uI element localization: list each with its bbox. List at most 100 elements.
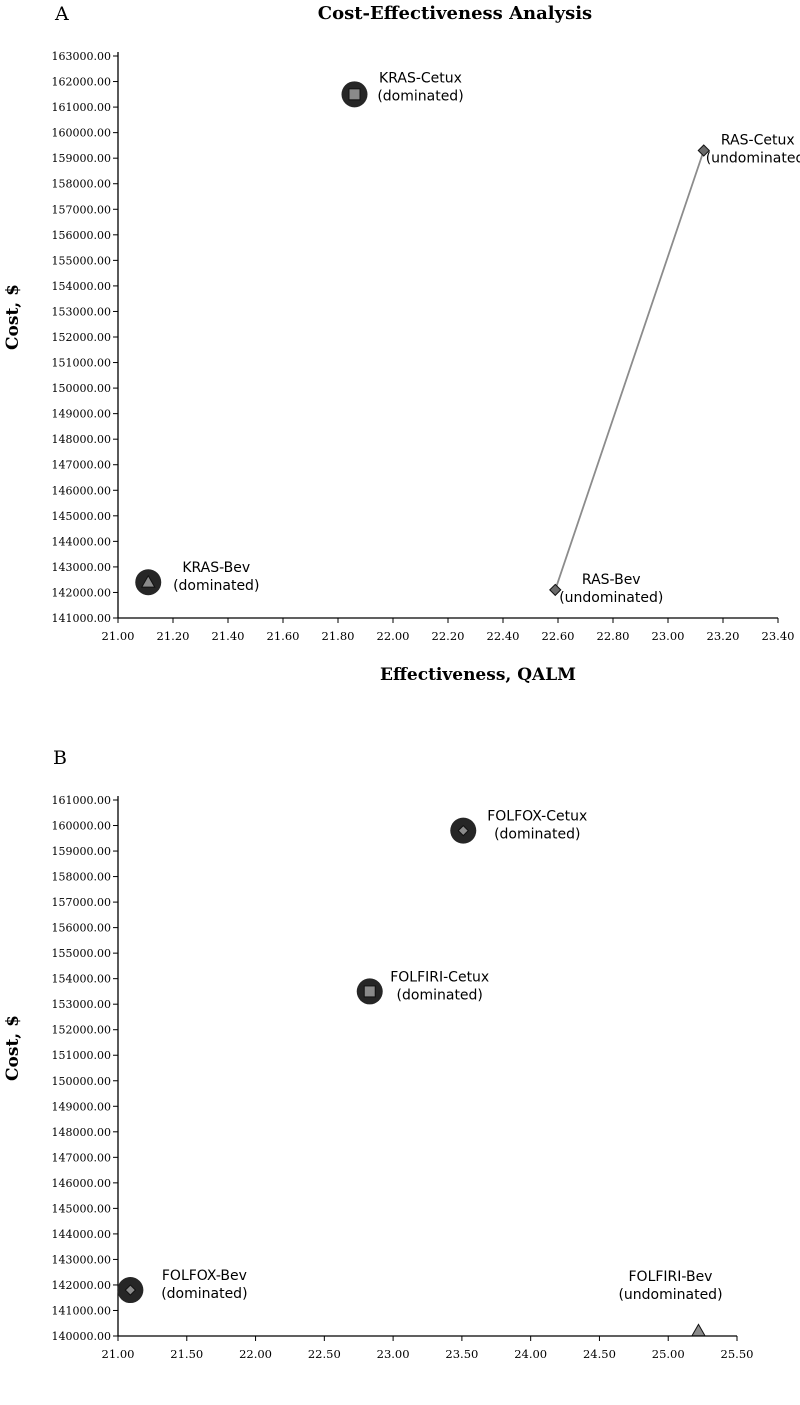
point-ras-bev: RAS-Bev (undominated): [549, 572, 663, 606]
x-tick-label: 22.50: [308, 1347, 341, 1361]
y-tick-label: 149000.00: [52, 408, 112, 421]
x-tick-label: 23.20: [707, 629, 740, 643]
y-tick-label: 155000.00: [52, 254, 112, 267]
point-folfiri-bev: FOLFIRI-Bev (undominated): [618, 1269, 723, 1337]
x-tick-label: 21.00: [102, 1347, 135, 1361]
y-tick-label: 146000.00: [52, 484, 112, 497]
y-tick-label: 150000.00: [52, 1075, 112, 1088]
y-tick-label: 152000.00: [52, 1024, 112, 1037]
x-tick-label: 22.20: [432, 629, 465, 643]
x-tick-label: 24.50: [583, 1347, 616, 1361]
point-status-label: (dominated): [494, 827, 580, 843]
point-kras-bev: KRAS-Bev (dominated): [135, 560, 259, 596]
x-tick-label: 25.50: [721, 1347, 754, 1361]
x-tick-label: 23.50: [445, 1347, 478, 1361]
x-tick-label: 23.00: [652, 629, 685, 643]
point-name-label: KRAS-Cetux: [379, 70, 462, 86]
x-tick-label: 21.20: [157, 629, 190, 643]
point-name-label: FOLFOX-Bev: [162, 1268, 247, 1284]
y-tick-label: 151000.00: [52, 1049, 112, 1062]
y-tick-label: 140000.00: [52, 1330, 112, 1343]
x-tick-label: 21.50: [170, 1347, 203, 1361]
y-tick-label: 161000.00: [52, 794, 112, 807]
point-status-label: (dominated): [173, 578, 259, 594]
point-name-label: FOLFIRI-Cetux: [390, 969, 489, 985]
y-tick-label: 154000.00: [52, 973, 112, 986]
y-tick-label: 156000.00: [52, 922, 112, 935]
y-tick-label: 163000.00: [52, 50, 112, 63]
point-name-label: RAS-Cetux: [721, 133, 795, 149]
y-tick-label: 158000.00: [52, 871, 112, 884]
y-tick-label: 154000.00: [52, 280, 112, 293]
point-status-label: (undominated): [706, 151, 800, 167]
y-tick-label: 160000.00: [52, 820, 112, 833]
square-marker: [363, 985, 376, 998]
chart-panel-a: A Cost-Effectiveness Analysis 141000.00 142…: [3, 3, 800, 685]
point-folfox-cetux: FOLFOX-Cetux (dominated): [450, 809, 587, 844]
y-tick-label: 159000.00: [52, 845, 112, 858]
square-marker: [348, 88, 361, 101]
point-folfox-bev: FOLFOX-Bev (dominated): [117, 1268, 248, 1304]
x-tick-label: 22.00: [239, 1347, 272, 1361]
x-tick-label: 21.80: [322, 629, 355, 643]
diamond-marker: [549, 583, 562, 597]
point-name-label: FOLFIRI-Bev: [629, 1269, 713, 1285]
point-status-label: (dominated): [377, 88, 463, 104]
y-tick-label: 147000.00: [52, 1151, 112, 1164]
point-status-label: (undominated): [618, 1287, 722, 1303]
y-tick-label: 144000.00: [52, 1228, 112, 1241]
point-name-label: RAS-Bev: [582, 572, 641, 588]
diamond-marker: [124, 1284, 137, 1296]
y-tick-label: 153000.00: [52, 998, 112, 1011]
panel-label: A: [54, 3, 69, 25]
triangle-marker: [691, 1323, 706, 1337]
y-tick-label: 158000.00: [52, 178, 112, 191]
y-tick-label: 157000.00: [52, 203, 112, 216]
y-tick-label: 144000.00: [52, 535, 112, 548]
y-tick-label: 142000.00: [52, 586, 112, 599]
x-axis-title: Effectiveness, QALM: [380, 665, 576, 685]
x-tick-label: 22.60: [542, 629, 575, 643]
y-tick-label: 149000.00: [52, 1100, 112, 1113]
x-tick-label: 24.00: [514, 1347, 547, 1361]
x-tick-label: 22.00: [377, 629, 410, 643]
point-status-label: (dominated): [161, 1286, 247, 1302]
y-tick-label: 143000.00: [52, 1253, 112, 1266]
y-tick-label: 151000.00: [52, 357, 112, 370]
y-tick-label: 159000.00: [52, 152, 112, 165]
point-name-label: FOLFOX-Cetux: [487, 809, 587, 825]
x-tick-label: 23.40: [762, 629, 795, 643]
point-status-label: (undominated): [559, 590, 663, 606]
point-kras-cetux: KRAS-Cetux (dominated): [341, 70, 464, 108]
x-tick-label: 21.60: [267, 629, 300, 643]
chart-title: Cost-Effectiveness Analysis: [318, 3, 592, 24]
chart-panel-b: B 140000.00 141000.00 142000.00 143000.00 144…: [3, 747, 753, 1361]
y-tick-label: 161000.00: [52, 101, 112, 114]
y-tick-label: 142000.00: [52, 1279, 112, 1292]
y-tick-label: 141000.00: [52, 1304, 112, 1317]
y-tick-label: 156000.00: [52, 229, 112, 242]
x-tick-label: 21.40: [212, 629, 245, 643]
point-ras-cetux: RAS-Cetux (undominated): [697, 133, 800, 167]
x-tick-label: 22.40: [487, 629, 520, 643]
point-status-label: (dominated): [397, 987, 483, 1003]
y-tick-label: 148000.00: [52, 1126, 112, 1139]
y-tick-label: 141000.00: [52, 612, 112, 625]
point-folfiri-cetux: FOLFIRI-Cetux (dominated): [356, 969, 489, 1005]
diamond-marker: [697, 144, 710, 157]
y-tick-label: 160000.00: [52, 127, 112, 140]
y-tick-label: 162000.00: [52, 76, 112, 89]
y-axis-title: Cost, $: [3, 284, 23, 350]
x-tick-label: 25.00: [652, 1347, 685, 1361]
y-tick-label: 157000.00: [52, 896, 112, 909]
y-tick-label: 145000.00: [52, 1202, 112, 1215]
y-tick-label: 143000.00: [52, 561, 112, 574]
panel-label: B: [53, 747, 67, 769]
diamond-marker: [457, 824, 469, 837]
triangle-marker: [140, 574, 156, 588]
y-tick-label: 145000.00: [52, 510, 112, 523]
y-tick-label: 152000.00: [52, 331, 112, 344]
y-axis-title: Cost, $: [3, 1015, 23, 1081]
point-name-label: KRAS-Bev: [182, 560, 250, 576]
